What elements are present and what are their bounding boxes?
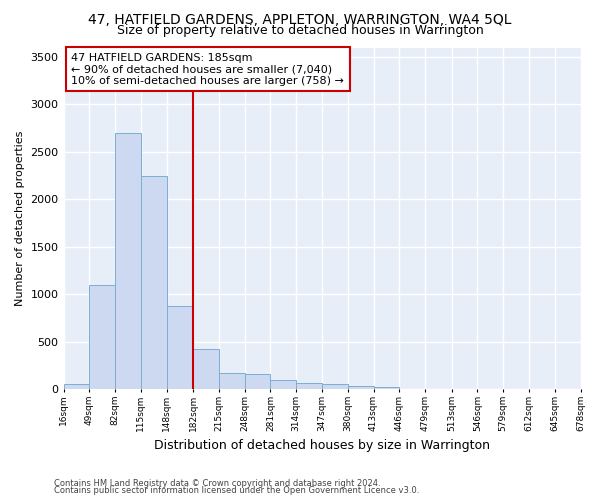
Bar <box>296 383 322 389</box>
Y-axis label: Number of detached properties: Number of detached properties <box>15 130 25 306</box>
Bar <box>322 384 348 389</box>
X-axis label: Distribution of detached houses by size in Warrington: Distribution of detached houses by size … <box>154 440 490 452</box>
Text: Contains HM Land Registry data © Crown copyright and database right 2024.: Contains HM Land Registry data © Crown c… <box>54 478 380 488</box>
Bar <box>271 380 296 389</box>
Text: Contains public sector information licensed under the Open Government Licence v3: Contains public sector information licen… <box>54 486 419 495</box>
Bar <box>89 285 115 389</box>
Text: 47 HATFIELD GARDENS: 185sqm
← 90% of detached houses are smaller (7,040)
10% of : 47 HATFIELD GARDENS: 185sqm ← 90% of det… <box>71 52 344 86</box>
Text: 47, HATFIELD GARDENS, APPLETON, WARRINGTON, WA4 5QL: 47, HATFIELD GARDENS, APPLETON, WARRINGT… <box>88 12 512 26</box>
Bar <box>167 306 193 389</box>
Bar <box>219 372 245 389</box>
Text: Size of property relative to detached houses in Warrington: Size of property relative to detached ho… <box>116 24 484 37</box>
Bar <box>141 176 167 389</box>
Bar <box>245 374 271 389</box>
Bar <box>374 387 400 389</box>
Bar <box>115 133 141 389</box>
Bar <box>348 386 374 389</box>
Bar <box>64 384 89 389</box>
Bar <box>193 350 219 389</box>
